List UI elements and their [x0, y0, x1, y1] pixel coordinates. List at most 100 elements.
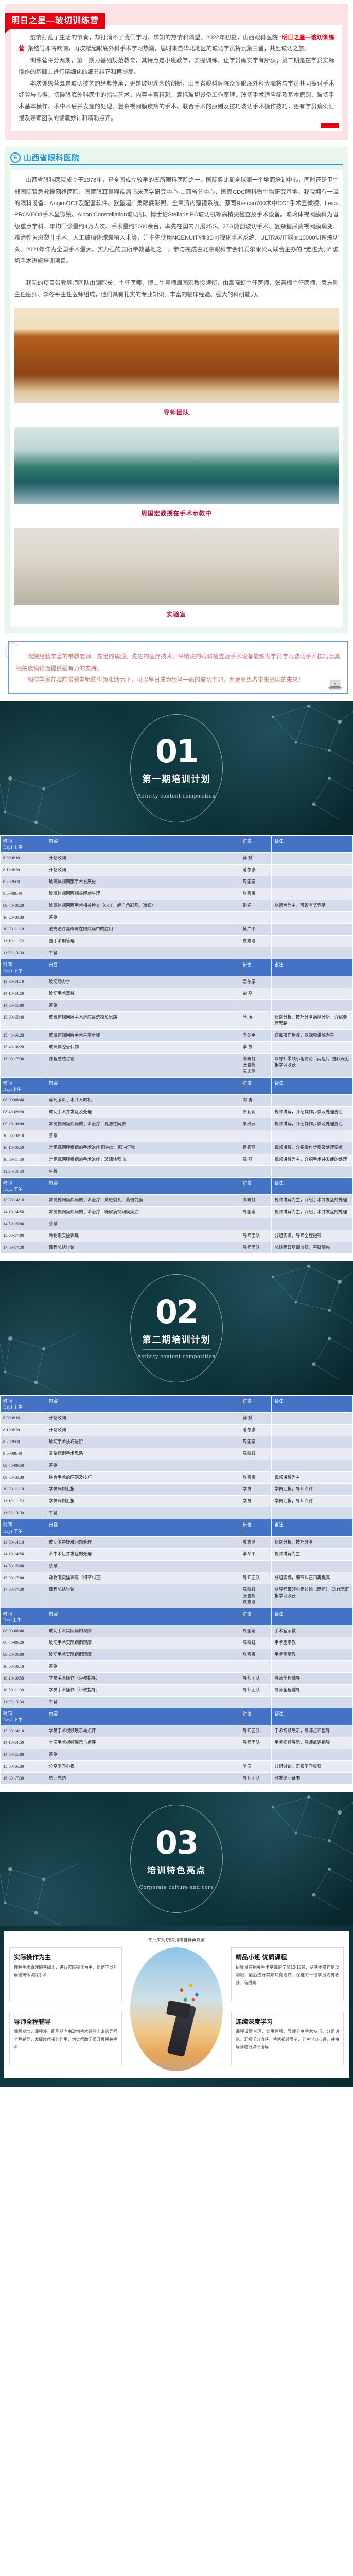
cell-time: 09:20-10:00 [0, 1118, 47, 1131]
cell-note [271, 1748, 353, 1761]
cell-note: 病例分析，技巧分享病例分析，介绍处理思路 [271, 1011, 353, 1030]
cell-note: 总结两日培训收获，答疑解惑 [271, 1242, 353, 1255]
header-time: 时间 Day1 上午 [0, 1395, 47, 1413]
cell-content: 玻切手术实际病例观摩 [46, 1636, 240, 1649]
hero-title-01: 第一期培训计划 [142, 772, 211, 790]
cell-note: 分组实操，细节纠正和再提高 [271, 1571, 353, 1584]
feature-card-4: 连续深度学习 课程设置合理，实用性强，导师分享手术技巧，分组讨论，汇报学习收获，… [231, 2011, 344, 2065]
header-time: 时间 Day1 上午 [0, 835, 47, 853]
schedule-row: 14:10-14:50 术中术后并发症的处理 李冬平 视频讲解为主 [0, 1548, 353, 1561]
cell-content: 茶歇 [46, 1748, 240, 1761]
schedule-row: 15:00-15:40 玻璃体视网膜手术适应症选择及思路马 涛病例分析，技巧分享病… [0, 1011, 353, 1030]
cell-note [271, 1560, 353, 1572]
cell-content: 午餐 [46, 946, 240, 959]
schedule-row: 8:00-8:10 开场致词孙 斌 [0, 852, 353, 865]
photo-caption-2: 周国宏教授在手术示教中 [14, 504, 339, 522]
photo-mentor-team [14, 308, 339, 404]
cell-time: 10:20-10:30 [0, 911, 47, 924]
schedule-row: 9:00-09:40 玻璃体视网膜相关解剖生理 张喜梅 [0, 887, 353, 900]
schedule-row: 10:00-10:10 茶歇 [0, 1660, 353, 1673]
cell-speaker: 袁志刚 [239, 1536, 272, 1549]
feature-card-1: 实际操作为主 理解手术原理的基础上，进行实际操作为主，帮助学员开展玻璃体切除手术 [9, 1947, 122, 2001]
hospital-section: E 山西省眼科医院 山西省眼科医院成立于1978年，是全国成立较早的五所眼科医院… [5, 147, 348, 634]
schedule-row: 08:00-08:40 葡萄膜炎手术介入时机陶 勇 [0, 1094, 353, 1107]
cell-note: 视频讲解，介绍操作步骤及处理要点 [271, 1118, 353, 1131]
schedule-row: 09:50-10:30 联合手术的原则及技巧 张喜梅 视频讲解为主 [0, 1471, 353, 1484]
schedule-row: 10:10-10:50 学员手术操作（带教指导） 导师团队 导师全程辅导 [0, 1672, 353, 1685]
photo-caption-1: 导师团队 [14, 403, 339, 421]
schedule-row: 8:20-9:00 玻璃体视网膜手术发展史 周国宏 [0, 875, 353, 888]
cell-speaker: 马 涛 [239, 1011, 272, 1030]
cell-content: 玻切术中疑难问题处理 [46, 1536, 240, 1549]
cell-speaker: 柴 晶 [239, 987, 272, 1000]
cell-time: 8:00-8:10 [0, 852, 47, 865]
schedule-row: 11:10-11:50 围手术期管理 袁志刚 [0, 935, 353, 947]
cell-speaker [239, 946, 272, 959]
poster-page: 明日之星—玻切训练营 疫情打乱了生活的节奏，却打消不了我们学习、求知的热情和渴望… [0, 4, 353, 2087]
cell-content: 复杂病例手术思路 [46, 1448, 240, 1461]
schedule-row: 14:50-15:00 茶歇 [0, 1218, 353, 1231]
header-speaker: 讲者 [239, 1177, 272, 1195]
cell-speaker: 孙 斌 [239, 852, 272, 865]
cell-note [271, 875, 353, 888]
header-time: 时间 Day1 下午 [0, 958, 47, 976]
cell-note: 病例分析，技巧分享 [271, 1536, 353, 1549]
cell-time: 13:30-14:10 [0, 1536, 47, 1549]
header-time: 时间 Day2上午 [0, 1077, 47, 1095]
header-content: 内容 [46, 1519, 240, 1537]
schedule-row: 10:20-10:30 茶歇 [0, 911, 353, 924]
schedule-row: 15:40-16:20 玻璃体视网膜手术基本步骤 李冬平 详细操作步骤，以视频讲解为主 [0, 1029, 353, 1042]
hospital-body: 山西省眼科医院成立于1978年，是全国成立较早的五所眼科医院之一，国际奥比斯全球… [10, 170, 343, 273]
cell-speaker: 谢娟 [239, 899, 272, 912]
schedule-row: 10:50-11:30 学员手术操作（带教指导） 导师团队 导师全程辅导 [0, 1684, 353, 1697]
hero-number-03: 03 [155, 1823, 199, 1861]
cell-speaker: 张喜梅 [239, 887, 272, 900]
cell-time: 11:50-13:30 [0, 946, 47, 959]
cell-speaker: 高晓虹 张喜梅 袁志刚 [239, 1053, 272, 1078]
closing-note-box: 我院经验丰富的带教老师、充足的病源、先进的医疗技术、高精尖的眼科检查及手术设备能… [8, 641, 348, 694]
cell-time: 08:00-08:40 [0, 1094, 47, 1107]
cell-content: 玻切手术技巧进阶 [46, 1436, 240, 1449]
cell-time: 8:10-8:20 [0, 863, 47, 876]
cell-note: 学员汇报，导师点评 [271, 1483, 353, 1496]
hero-section-03: 03 培训特色亮点 Corporate culture and core [0, 1791, 353, 1926]
cell-content: 玻切手术实际病例观摩 [46, 1648, 240, 1661]
cell-time: 09:40-09:50 [0, 1460, 47, 1472]
cell-note: 手术视频展示，导师点评指导 [271, 1724, 353, 1737]
schedule-row: 14:10-14:50 学员手术视频展示与点评 导师团队 手术视频展示，导师点评指导 [0, 1736, 353, 1749]
cell-content: 葡萄膜炎手术介入时机 [46, 1094, 240, 1107]
cell-time: 17:00-17:30 [0, 1242, 47, 1255]
schedule-header-row: 时间 Day2上午 内容 讲者 备注 [0, 1077, 353, 1095]
cell-note [271, 1424, 353, 1437]
feature-board-section: 华北区玻切培训项目特色亮点 实际操作为主 理解手术原理的基础上，进行实际操作为主… [0, 1925, 353, 2087]
cell-time: 14:50-15:00 [0, 1748, 47, 1761]
feature-title-3: 导师全程辅导 [14, 2018, 51, 2025]
cell-note: 分组实操，导师全程指导 [271, 1230, 353, 1243]
cell-note: 以导师带领小组讨论（两组），选代表汇报学习收获 [271, 1053, 353, 1078]
cell-time: 09:20-10:00 [0, 1648, 47, 1661]
schedule-row: 17:00-17:30 课程总结讨论 高晓虹 张喜梅 袁志刚 以导师带领小组讨论（两组），… [0, 1053, 353, 1078]
header-content: 内容 [46, 835, 240, 853]
schedule-row: 09:20-10:00 常见视网膜疾病的手术治疗：孔源性网脱 栗改云 视频讲解，介绍操… [0, 1118, 353, 1131]
feature-board: 华北区玻切培训项目特色亮点 实际操作为主 理解手术原理的基础上，进行实际操作为主… [4, 1930, 349, 2078]
cell-content: 茶歇 [46, 911, 240, 924]
schedule-table-2-body: 时间 Day1 上午 内容 讲者 备注 8:00-8:10 开场致词孙 斌 8:10-8:20… [0, 1395, 353, 1785]
cell-time: 14:50-15:00 [0, 1560, 47, 1572]
feature-title-2: 精品小班 优质课程 [236, 1953, 287, 1961]
schedule-row: 14:10-14:50 常见视网膜疾病的手术治疗：糖尿病视网膜病变 周国宏 视频讲解为… [0, 1206, 353, 1219]
schedule-row: 10:30-11:10 激光治疗基础与在眼底病中的应用 侯广平 [0, 923, 353, 936]
feature-text-2: 招收具有相关手术基础的学员12-18名，从基本操作到动物眼，最后进行实际病例治疗… [236, 1964, 339, 1985]
cell-content: 茶歇 [46, 1560, 240, 1572]
cell-speaker [239, 1130, 272, 1143]
cell-speaker: 导师团队 [239, 1736, 272, 1749]
cell-speaker: 导师团队 [239, 1724, 272, 1737]
schedule-row: 13:30-14:10 常见视网膜疾病的手术治疗：黄斑裂孔、黄斑前膜 高晓虹 视频讲解… [0, 1194, 353, 1207]
cell-speaker: 导师团队 [239, 1684, 272, 1697]
schedule-row: 10:30-11:10 学员病例汇报 学员 学员汇报，导师点评 [0, 1483, 353, 1496]
cell-time: 14:10-14:50 [0, 1206, 47, 1219]
header-speaker: 讲者 [239, 1519, 272, 1537]
cell-content: 结业总结 [46, 1772, 240, 1785]
hero-section-01: 01 第一期培训计划 Activity content composition [0, 701, 353, 835]
schedule-row: 09:40-09:50 茶歇 [0, 1460, 353, 1472]
cell-content: 常见视网膜疾病的手术治疗 眼内炎、眼内异物 [46, 1142, 240, 1155]
